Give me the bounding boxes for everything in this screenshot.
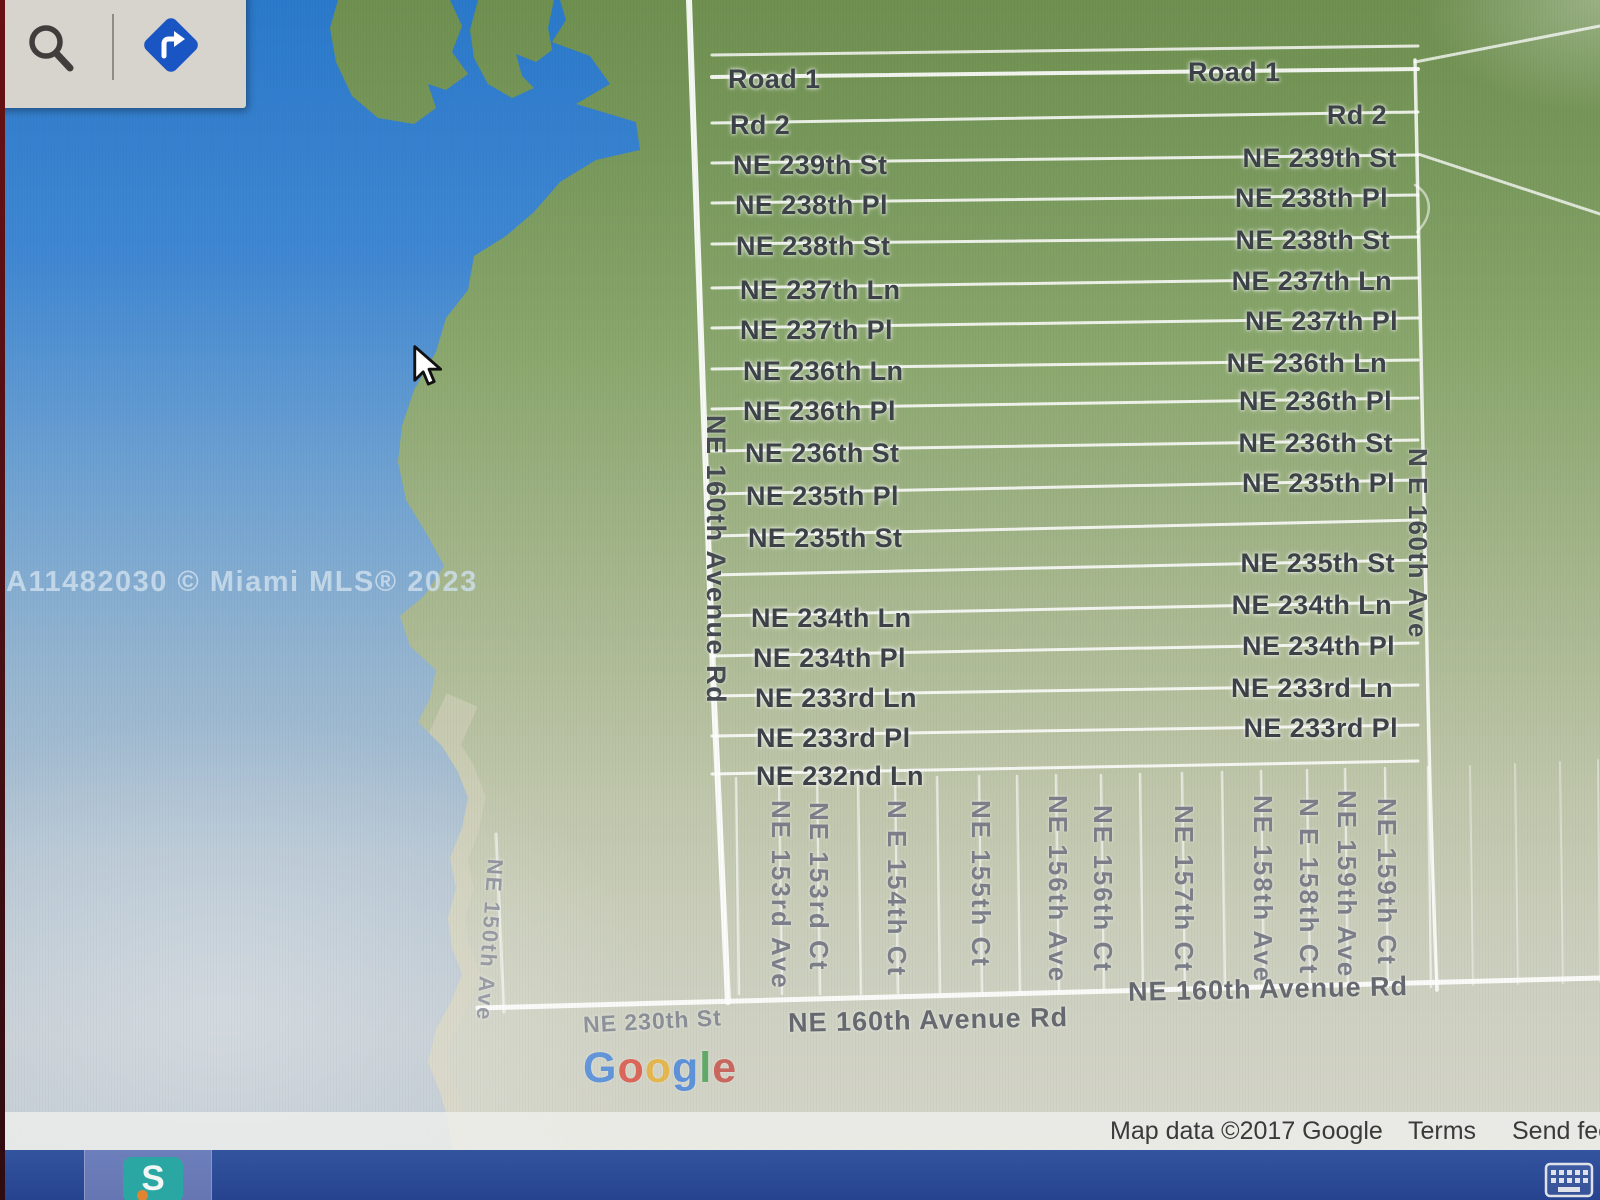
- street-label: NE 232nd Ln: [756, 761, 924, 791]
- street-label-vertical: NE 158th Ave: [1248, 795, 1278, 984]
- street-label: NE 238th Pl: [1235, 183, 1388, 213]
- terms-link[interactable]: Terms: [1408, 1117, 1477, 1145]
- app-tile-s-icon: S: [123, 1157, 183, 1200]
- taskbar-app-tile[interactable]: S: [84, 1150, 212, 1200]
- street-label: NE 237th Ln: [1231, 266, 1392, 296]
- street-label: NE 235th St: [748, 523, 903, 553]
- street-label: NE 236th St: [745, 438, 900, 468]
- street-label: NE 233rd Ln: [755, 683, 917, 713]
- street-label-vertical: NE 156th Ct: [1088, 805, 1118, 973]
- street-label: NE 234th Ln: [1231, 590, 1392, 620]
- logo-letter: G: [583, 1044, 618, 1092]
- logo-letter: g: [672, 1044, 700, 1092]
- street-label: NE 236th St: [1238, 428, 1393, 458]
- google-logo[interactable]: Google: [583, 1044, 737, 1093]
- street-label: Road 1: [728, 64, 821, 94]
- street-label: NE 235th Pl: [1242, 468, 1395, 498]
- logo-letter: o: [617, 1044, 645, 1092]
- street-label: NE 237th Pl: [740, 315, 893, 345]
- street-label: NE 233rd Ln: [1231, 673, 1393, 703]
- street-label: NE 237th Pl: [1245, 306, 1398, 336]
- street-label-vertical: NE 155th Ct: [966, 800, 996, 968]
- mls-watermark: A11482030 © Miami MLS® 2023: [6, 566, 478, 598]
- street-label-vertical: N E 158th Ct: [1294, 798, 1324, 976]
- street-label: NE 239th St: [1242, 143, 1397, 173]
- mouse-cursor: [413, 345, 443, 386]
- divider: [112, 14, 114, 80]
- road-label-160th-ave-right: NE 160th Avenue Rd: [1127, 971, 1409, 1007]
- street-label: NE 238th St: [736, 231, 891, 261]
- street-label: NE 235th St: [1240, 548, 1395, 578]
- road-label-main-vertical: NE 160th Avenue Rd: [701, 415, 731, 705]
- street-label: NE 236th Pl: [1239, 386, 1392, 416]
- street-label: NE 236th Ln: [1226, 348, 1387, 378]
- street-label: NE 235th Pl: [746, 481, 899, 511]
- street-label-vertical: N E 154th Ct: [882, 800, 912, 978]
- street-label: Road 1: [1188, 57, 1281, 87]
- logo-letter: e: [712, 1044, 738, 1092]
- street-label: Rd 2: [730, 110, 791, 140]
- street-label-vertical: NE 153rd Ave: [766, 800, 796, 990]
- logo-letter: o: [644, 1044, 673, 1092]
- taskbar: S: [0, 1150, 1600, 1200]
- keyboard-icon[interactable]: [1544, 1162, 1594, 1198]
- street-label-vertical: NE 159th Ct: [1372, 798, 1402, 966]
- street-label: NE 239th St: [733, 150, 888, 180]
- road-label-160th-ave-center: NE 160th Avenue Rd: [787, 1002, 1069, 1038]
- street-label: NE 236th Ln: [743, 356, 904, 386]
- directions-arrow-glyph: [161, 31, 185, 59]
- street-label: NE 238th St: [1235, 225, 1390, 255]
- street-label: NE 233rd Pl: [1243, 713, 1398, 743]
- map-data-text: Map data ©2017 Google: [1110, 1117, 1383, 1145]
- street-label: NE 237th Ln: [740, 275, 901, 305]
- street-label-vertical: NE 153rd Ct: [804, 802, 834, 972]
- street-label: NE 238th Pl: [735, 190, 888, 220]
- street-label: Rd 2: [1326, 100, 1387, 130]
- send-feedback-link[interactable]: Send fee: [1512, 1117, 1600, 1145]
- logo-letter: l: [699, 1044, 713, 1092]
- street-label: NE 233rd Pl: [756, 723, 911, 753]
- search-card: [0, 0, 246, 108]
- street-label-vertical: NE 157th Ct: [1169, 805, 1199, 973]
- map-attribution-bar: Map data ©2017 Google Terms Send fee: [0, 1112, 1600, 1150]
- street-label-vertical: NE 159th Ave: [1332, 790, 1362, 979]
- search-icon[interactable]: [24, 20, 80, 76]
- road-label-right-vertical: N E 160th Ave: [1403, 448, 1433, 639]
- street-label: NE 234th Ln: [751, 603, 912, 633]
- street-label: NE 234th Pl: [753, 643, 906, 673]
- street-label: NE 236th Pl: [743, 396, 896, 426]
- street-label-vertical: NE 156th Ave: [1043, 795, 1073, 984]
- street-label: NE 234th Pl: [1242, 631, 1395, 661]
- notification-dot: [137, 1190, 148, 1200]
- photo-edge-strip: [0, 0, 5, 1200]
